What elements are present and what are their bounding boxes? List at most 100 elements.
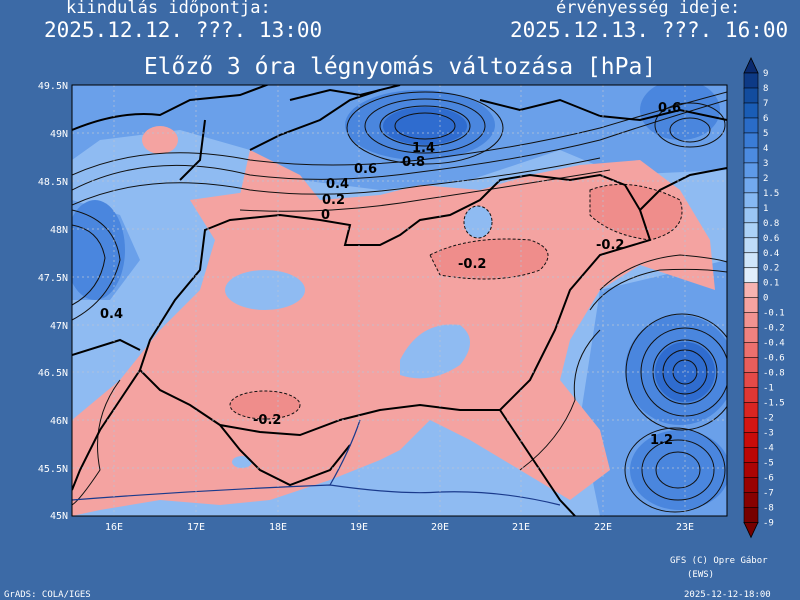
legend-label: 5 [763, 129, 768, 139]
legend-swatch [743, 252, 759, 269]
legend-swatch [743, 222, 759, 239]
lat-label: 45.5N [38, 464, 68, 475]
contour-label: -0.2 [253, 413, 281, 428]
legend-swatch [743, 117, 759, 134]
legend-swatch [743, 372, 759, 389]
legend-label: 1.5 [763, 189, 779, 199]
lat-label: 46N [50, 416, 68, 427]
legend-swatch [743, 507, 759, 524]
legend-label: 4 [763, 144, 768, 154]
legend-label: 0.8 [763, 219, 779, 229]
contour-label: 0.8 [402, 155, 425, 170]
legend-swatch [743, 177, 759, 194]
init-time-label: kiindulás időpontja: [66, 0, 271, 18]
legend-label: 6 [763, 114, 768, 124]
source-credit: GFS (C) Opre Gábor [670, 556, 768, 566]
legend-swatch [743, 342, 759, 359]
lat-label: 45N [50, 511, 68, 522]
legend-label: -9 [763, 518, 774, 528]
legend-label: 3 [763, 159, 768, 169]
lon-label: 21E [512, 522, 530, 533]
lon-label: 17E [187, 522, 205, 533]
lon-tick-labels: 16E 17E 18E 19E 20E 21E 22E 23E [105, 522, 694, 533]
legend-swatch [743, 387, 759, 404]
legend-swatch [743, 147, 759, 164]
lat-label: 46.5N [38, 368, 68, 379]
legend-swatch [743, 462, 759, 479]
legend-swatch [743, 327, 759, 344]
legend-label: 1 [763, 204, 768, 214]
legend-label: -8 [763, 503, 774, 513]
color-legend: 9 8 7 6 5 4 3 2 1.5 1 0.8 0.6 0.4 0.2 0.1 0 -0.1 -0.2 -0.4… [743, 57, 785, 539]
lon-label: 16E [105, 522, 123, 533]
legend-label: 0.1 [763, 279, 779, 289]
legend-swatch [743, 357, 759, 374]
legend-label: 0.4 [763, 249, 779, 259]
legend-label: -2 [763, 414, 774, 424]
legend-label: 7 [763, 99, 768, 109]
legend-label: 0 [763, 294, 768, 304]
legend-swatch [743, 447, 759, 464]
legend-swatch [743, 192, 759, 209]
legend-arrow-top [743, 57, 759, 74]
legend-label: -0.8 [763, 369, 785, 379]
legend-swatch [743, 237, 759, 254]
legend-label: -0.1 [763, 309, 785, 319]
lon-label: 23E [676, 522, 694, 533]
legend-swatch [743, 267, 759, 284]
legend-label: -3 [763, 429, 774, 439]
legend-swatch [743, 282, 759, 299]
contour-label: -0.2 [458, 257, 486, 272]
contour-labels: 0.6 1.4 0.8 0.6 0.4 0.2 0 -0.2 -0.2 0.4 … [100, 101, 681, 448]
lon-label: 20E [431, 522, 449, 533]
legend-label: -5 [763, 458, 774, 468]
legend-label: -1 [763, 384, 774, 394]
legend-swatch [743, 132, 759, 149]
legend-label: 9 [763, 69, 768, 79]
legend-label: 8 [763, 84, 768, 94]
lat-label: 47.5N [38, 273, 68, 284]
legend-arrow-bottom [743, 522, 759, 539]
contour-label: 0.4 [100, 307, 123, 322]
legend-label: -1.5 [763, 399, 785, 409]
contour-label: 1.2 [650, 433, 673, 448]
valid-time-value: 2025.12.13. ???. 16:00 [510, 18, 789, 42]
legend-swatch [743, 417, 759, 434]
source-credit-2: (EWS) [687, 570, 714, 580]
legend-swatch [743, 72, 759, 89]
date-credit: 2025-12-12-18:00 [684, 590, 771, 600]
lat-label: 49N [50, 129, 68, 140]
legend-label: -6 [763, 473, 774, 483]
legend-label: 0.6 [763, 234, 779, 244]
legend-swatch [743, 312, 759, 329]
legend-label: -0.2 [763, 324, 785, 334]
contour-label: 0.6 [354, 162, 377, 177]
lat-label: 48N [50, 225, 68, 236]
legend-label: -7 [763, 488, 774, 498]
lon-label: 19E [350, 522, 368, 533]
legend-swatch [743, 297, 759, 314]
legend-label: -0.6 [763, 354, 785, 364]
legend-swatch [743, 492, 759, 509]
valid-time-label: érvényesség ideje: [556, 0, 741, 18]
init-time-value: 2025.12.12. ???. 13:00 [44, 18, 323, 42]
legend-swatch [743, 402, 759, 419]
software-credit: GrADS: COLA/IGES [4, 590, 91, 600]
lat-label: 47N [50, 321, 68, 332]
lat-tick-labels: 49.5N 49N 48.5N 48N 47.5N 47N 46.5N 46N … [38, 81, 68, 522]
contour-label: 0 [321, 208, 330, 223]
lon-label: 22E [594, 522, 612, 533]
legend-swatch [743, 87, 759, 104]
legend-swatch [743, 477, 759, 494]
grid [72, 85, 727, 516]
country-borders [72, 85, 727, 516]
map-title: Előző 3 óra légnyomás változása [hPa] [143, 54, 657, 80]
legend-swatch [743, 207, 759, 224]
legend-swatch [743, 432, 759, 449]
contour-label: 1.4 [412, 141, 435, 156]
lon-label: 18E [269, 522, 287, 533]
legend-label: -0.4 [763, 339, 785, 349]
legend-label: 2 [763, 174, 768, 184]
map-frame [71, 84, 728, 517]
